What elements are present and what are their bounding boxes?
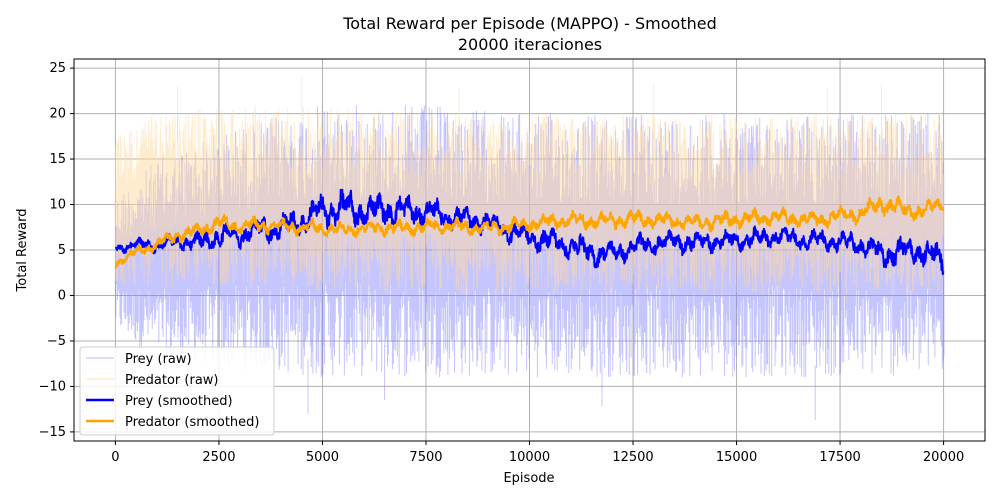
legend-item-predator-raw: Predator (raw) xyxy=(86,373,219,388)
y-tick-label: −15 xyxy=(39,425,66,440)
y-tick-label: 25 xyxy=(49,61,66,76)
x-tick-label: 20000 xyxy=(923,450,964,465)
x-tick-label: 2500 xyxy=(202,450,235,465)
y-tick-label: 10 xyxy=(49,198,66,213)
prey-smoothed-line xyxy=(114,188,945,276)
y-tick-label: 0 xyxy=(58,288,66,303)
y-axis-ticks: −15 −10 −5 0 5 10 15 20 25 xyxy=(39,61,74,440)
legend-item-predator-smoothed: Predator (smoothed) xyxy=(86,415,260,430)
legend-item-prey-smoothed: Prey (smoothed) xyxy=(86,394,233,409)
legend: Prey (raw) Predator (raw) Prey (smoothed) P… xyxy=(79,346,275,436)
x-axis-ticks: 0 2500 5000 7500 10000 12500 15000 17500 20000 xyxy=(111,441,964,465)
x-tick-label: 15000 xyxy=(716,450,757,465)
x-tick-label: 5000 xyxy=(306,450,339,465)
x-tick-label: 7500 xyxy=(409,450,442,465)
x-tick-label: 12500 xyxy=(612,450,653,465)
smoothed-series-layer xyxy=(114,188,945,276)
x-axis-label: Episode xyxy=(503,471,554,486)
legend-box xyxy=(79,346,275,436)
y-tick-label: 5 xyxy=(58,243,66,258)
y-tick-label: −5 xyxy=(47,334,66,349)
x-tick-label: 10000 xyxy=(509,450,550,465)
y-tick-label: 15 xyxy=(49,152,66,167)
y-tick-label: −10 xyxy=(39,379,66,394)
y-tick-label: 20 xyxy=(49,107,66,122)
y-axis-label: Total Reward xyxy=(15,209,30,293)
legend-item-prey-raw: Prey (raw) xyxy=(86,352,192,367)
legend-label: Prey (smoothed) xyxy=(125,394,233,409)
chart-title: Total Reward per Episode (MAPPO) - Smoot… xyxy=(342,14,717,33)
legend-label: Predator (raw) xyxy=(125,373,219,388)
predator-smoothed-line xyxy=(114,195,945,269)
chart-subtitle: 20000 iteraciones xyxy=(458,35,602,54)
legend-label: Prey (raw) xyxy=(125,352,192,367)
x-tick-label: 17500 xyxy=(819,450,860,465)
x-tick-label: 0 xyxy=(111,450,119,465)
legend-label: Predator (smoothed) xyxy=(125,415,260,430)
